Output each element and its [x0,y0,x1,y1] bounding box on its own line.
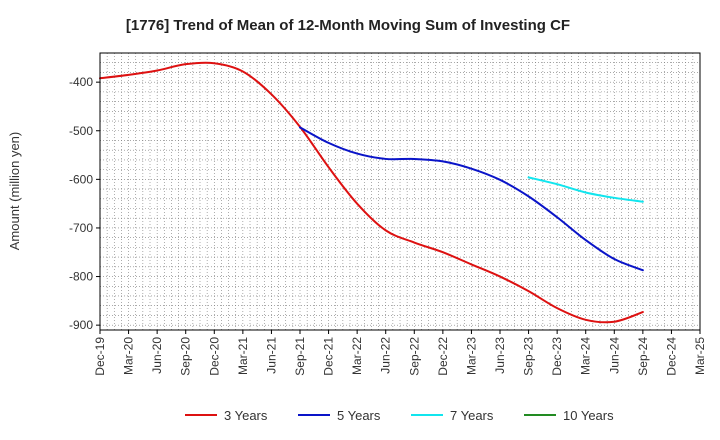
series-line-5-years [299,126,644,272]
x-tick-label: Dec-23 [550,337,564,376]
legend-label: 7 Years [450,408,494,423]
y-tick-label: -600 [69,172,93,186]
x-tick-label: Jun-23 [493,337,507,374]
y-tick-label: -700 [69,221,93,235]
y-axis-label: Amount (million yen) [7,132,22,251]
x-tick-labels: Dec-19 Mar-20 Jun-20 Sep-20 Dec-20 Mar-21 Jun-… [93,330,707,376]
x-tick-label: Dec-21 [322,337,336,376]
legend-label: 5 Years [337,408,381,423]
x-tick-label: Jun-24 [607,337,621,374]
x-tick-label: Mar-25 [693,337,707,375]
x-tick-label: Sep-24 [636,337,650,376]
y-tick-labels: -400 -500 -600 -700 -800 -900 [69,75,100,332]
x-tick-label: Mar-23 [464,337,478,375]
x-tick-label: Mar-20 [122,337,136,375]
y-tick-label: -400 [69,75,93,89]
x-tick-label: Sep-20 [179,337,193,376]
y-tick-label: -900 [69,318,93,332]
x-tick-label: Mar-21 [236,337,250,375]
x-tick-label: Jun-22 [379,337,393,374]
series-line-7-years [527,176,644,203]
plot-frame [99,52,701,331]
series-line-3-years [99,61,644,324]
y-tick-label: -500 [69,124,93,138]
x-tick-label: Mar-22 [350,337,364,375]
y-tick-label: -800 [69,270,93,284]
x-tick-label: Sep-22 [407,337,421,376]
x-tick-label: Dec-20 [207,337,221,376]
x-tick-label: Dec-22 [436,337,450,376]
x-tick-label: Sep-23 [522,337,536,376]
chart-title: [1776] Trend of Mean of 12-Month Moving … [126,17,570,34]
series-group [99,61,644,324]
x-tick-label: Mar-24 [579,337,593,375]
x-tick-label: Dec-19 [93,337,107,376]
x-tick-label: Sep-21 [293,337,307,376]
x-tick-label: Jun-20 [150,337,164,374]
legend-label: 3 Years [224,408,268,423]
x-tick-label: Dec-24 [664,337,678,376]
legend: 3 Years 5 Years 7 Years 10 Years [185,408,614,423]
x-tick-label: Jun-21 [264,337,278,374]
legend-label: 10 Years [563,408,614,423]
